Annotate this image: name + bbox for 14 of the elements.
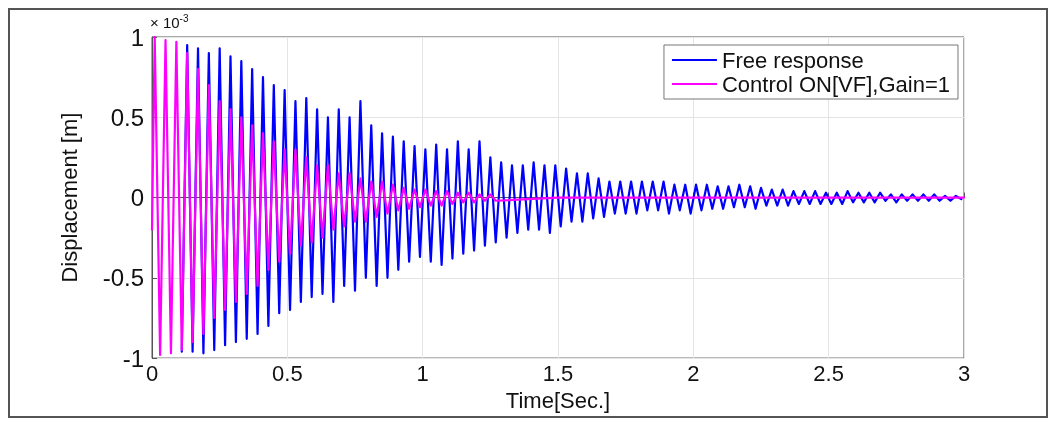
x-tick-label: 2	[687, 360, 700, 386]
y-axis-title: Displacement [m]	[56, 112, 82, 283]
x-tick-label: 3	[957, 360, 971, 386]
y-tick-label: 0	[130, 184, 144, 212]
x-tick-label: 2.5	[813, 360, 844, 386]
y-tick-label: -1	[122, 344, 144, 372]
y-tick-label: -0.5	[102, 264, 144, 292]
x-axis-title: Time[Sec.]	[505, 387, 611, 413]
y-tick-label: 1	[130, 23, 144, 51]
y-tick-label: 0.5	[110, 103, 144, 131]
legend-label: Free response	[721, 47, 864, 73]
x-tick-label: 0.5	[272, 360, 303, 386]
x-tick-label: 1	[416, 360, 429, 386]
x-tick-label: 1.5	[542, 360, 574, 386]
